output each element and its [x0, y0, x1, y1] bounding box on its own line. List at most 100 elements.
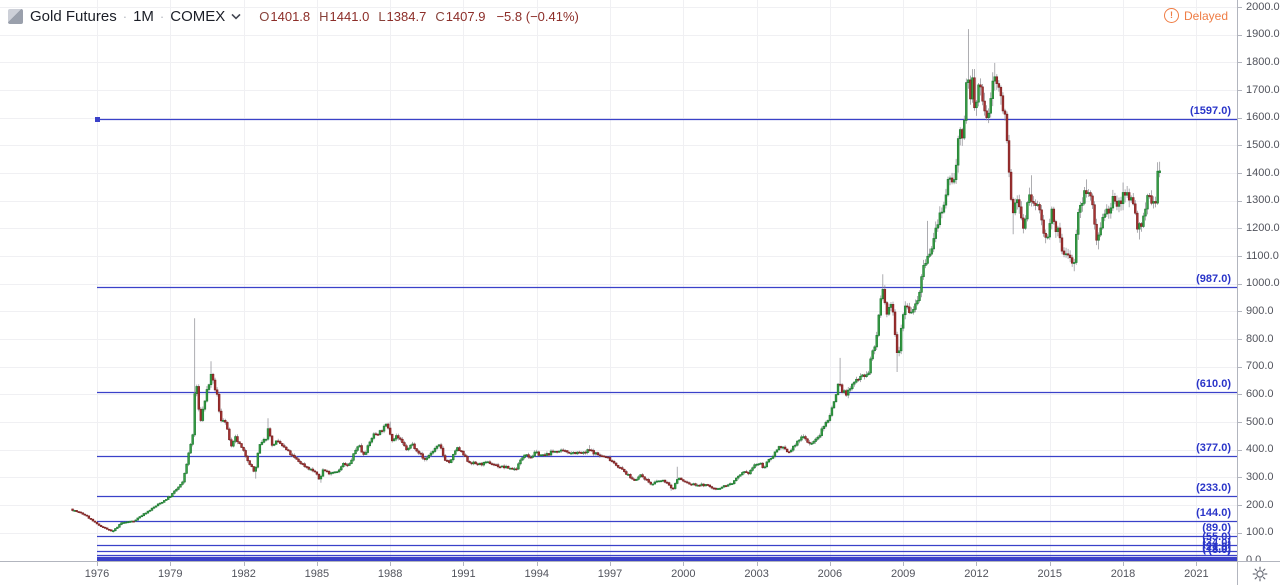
time-tick-mark [463, 562, 464, 566]
time-tick-mark [1050, 562, 1051, 566]
price-tick-label: 2000.0 [1246, 0, 1280, 13]
price-tick-mark [1238, 228, 1242, 229]
price-tick-label: 1300.0 [1246, 194, 1280, 207]
fib-level-label[interactable]: (987.0) [1196, 273, 1231, 286]
fib-level-label[interactable]: (21.0) [1202, 540, 1231, 553]
ohlc-readout: O 1401.8 H 1441.0 L 1384.7 C 1407.9 −5.8 (−0… [259, 9, 579, 24]
high-value: 1441.0 [329, 8, 370, 24]
price-tick-label: 300.0 [1246, 470, 1274, 483]
symbol-title[interactable]: Gold Futures [30, 7, 117, 25]
time-tick-mark [683, 562, 684, 566]
time-tick-label: 1988 [377, 568, 403, 580]
fib-level-label[interactable]: (55.0) [1202, 531, 1231, 544]
price-tick-label: 1200.0 [1246, 221, 1280, 234]
change-value: −5.8 (−0.41%) [496, 8, 579, 24]
time-tick-label: 1979 [158, 568, 183, 580]
price-tick-label: 1600.0 [1246, 111, 1280, 124]
candlestick-chart[interactable] [0, 0, 1237, 561]
price-tick-mark [1238, 311, 1242, 312]
price-tick-mark [1238, 256, 1242, 257]
price-tick-label: 1500.0 [1246, 138, 1280, 151]
price-tick-mark [1238, 505, 1242, 506]
settings-gear-icon[interactable] [1252, 566, 1268, 582]
time-tick-mark [610, 562, 611, 566]
open-label: O [259, 8, 270, 24]
exchange-label[interactable]: COMEX [170, 7, 226, 25]
price-tick-label: 1400.0 [1246, 166, 1280, 179]
price-tick-label: 1000.0 [1246, 277, 1280, 290]
price-tick-label: 600.0 [1246, 387, 1274, 400]
legend-separator: · [159, 8, 165, 24]
fib-level-label[interactable]: (233.0) [1196, 482, 1231, 495]
time-tick-label: 1994 [524, 568, 549, 580]
time-tick-mark [1123, 562, 1124, 566]
time-tick-label: 2018 [1110, 568, 1136, 580]
price-tick-mark [1238, 284, 1242, 285]
close-label: C [435, 8, 445, 24]
low-label: L [378, 8, 386, 24]
price-tick-mark [1238, 90, 1242, 91]
price-tick-mark [1238, 35, 1242, 36]
fib-level-label[interactable]: (8.0) [1208, 544, 1231, 557]
time-tick-label: 2006 [817, 568, 843, 580]
time-tick-mark [830, 562, 831, 566]
chart-plot-area[interactable]: (1597.0) (987.0) (610.0) (377.0) (233.0) (144… [0, 0, 1237, 561]
time-tick-mark [170, 562, 171, 566]
price-tick-label: 400.0 [1246, 443, 1274, 456]
price-tick-mark [1238, 450, 1242, 451]
fib-level-label[interactable]: (89.0) [1202, 521, 1231, 534]
price-tick-label: 900.0 [1246, 304, 1274, 317]
chevron-down-icon[interactable] [231, 13, 241, 20]
time-tick-label: 2015 [1037, 568, 1063, 580]
close-value: 1407.9 [445, 8, 486, 24]
price-tick-label: 1100.0 [1246, 249, 1279, 262]
time-tick-label: 2000 [671, 568, 696, 580]
symbol-logo [8, 8, 23, 24]
time-tick-label: 1976 [84, 568, 110, 580]
fib-lines-layer[interactable] [95, 117, 1237, 561]
fib-level-label[interactable]: (610.0) [1196, 377, 1231, 390]
price-tick-label: 1800.0 [1246, 55, 1280, 68]
price-tick-mark [1238, 7, 1242, 8]
price-tick-label: 700.0 [1246, 360, 1274, 373]
time-axis[interactable]: 1976 1979 1982 1985 1988 1991 1994 1997 2000 2003… [0, 561, 1280, 585]
price-tick-mark [1238, 367, 1242, 368]
time-tick-label: 1985 [304, 568, 330, 580]
candles-layer [71, 29, 1161, 533]
time-tick-mark [903, 562, 904, 566]
exclamation-circle-icon: ! [1163, 8, 1179, 23]
time-tick-label: 1991 [451, 568, 476, 580]
price-tick-label: 500.0 [1246, 415, 1274, 428]
time-tick-mark [244, 562, 245, 566]
price-tick-mark [1238, 477, 1242, 478]
price-tick-mark [1238, 533, 1242, 534]
price-tick-mark [1238, 422, 1242, 423]
fib-level-label[interactable]: (1597.0) [1190, 104, 1231, 117]
fib-level-label[interactable]: (34.0) [1202, 537, 1231, 550]
fib-level-label[interactable]: (377.0) [1196, 442, 1231, 455]
price-tick-mark [1238, 394, 1242, 395]
legend-separator: · [122, 8, 128, 24]
chart-legend: Gold Futures · 1M · COMEX O 1401.8 H 1441.… [8, 7, 579, 25]
price-tick-label: 100.0 [1246, 526, 1274, 539]
delayed-label: Delayed [1183, 8, 1228, 23]
time-tick-label: 2003 [744, 568, 769, 580]
interval-label[interactable]: 1M [133, 7, 154, 25]
price-tick-label: 1900.0 [1246, 28, 1280, 41]
price-tick-label: 1700.0 [1246, 83, 1280, 96]
price-tick-mark [1238, 62, 1242, 63]
time-tick-label: 2009 [890, 568, 916, 580]
time-tick-label: 2012 [964, 568, 989, 580]
price-tick-mark [1238, 118, 1242, 119]
fib-level-label[interactable]: (144.0) [1196, 506, 1231, 519]
price-axis[interactable]: 0.0 100.0 200.0 300.0 400.0 500.0 600.0 700.0 80… [1237, 0, 1280, 566]
price-tick-label: 200.0 [1246, 498, 1274, 511]
time-tick-mark [757, 562, 758, 566]
price-tick-mark [1238, 201, 1242, 202]
time-tick-label: 2021 [1184, 568, 1209, 580]
delayed-data-badge[interactable]: ! Delayed [1163, 8, 1228, 23]
time-tick-label: 1982 [231, 568, 256, 580]
fib-level-label[interactable]: (13.0) [1202, 542, 1231, 555]
time-tick-mark [97, 562, 98, 566]
